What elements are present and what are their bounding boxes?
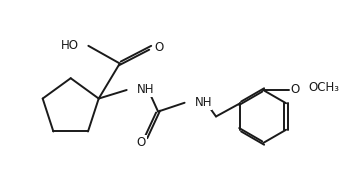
Text: O: O (290, 83, 300, 96)
Text: NH: NH (194, 96, 212, 109)
Text: OCH₃: OCH₃ (308, 81, 339, 94)
Text: O: O (154, 41, 164, 54)
Text: O: O (137, 136, 146, 149)
Text: NH: NH (137, 83, 154, 96)
Text: HO: HO (60, 39, 79, 52)
